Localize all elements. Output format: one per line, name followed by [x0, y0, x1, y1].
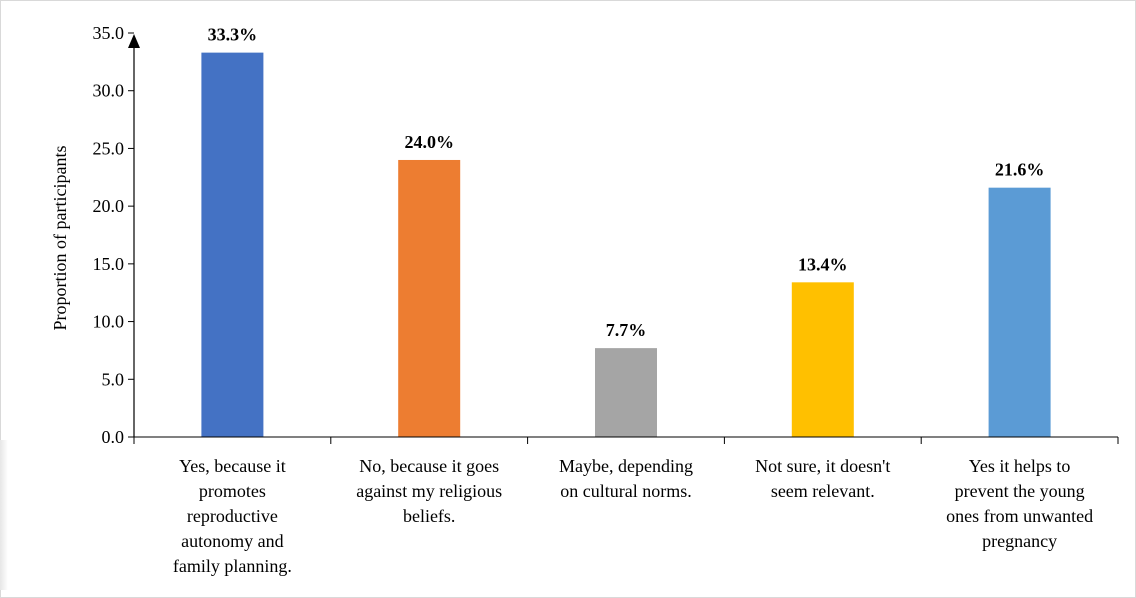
bar [988, 187, 1051, 437]
bar-data-label: 33.3% [208, 25, 258, 45]
bar-data-label: 7.7% [606, 320, 647, 340]
category-label: No, because it goes against my religious b… [356, 456, 502, 526]
y-tick-label: 35.0 [93, 23, 125, 43]
left-edge-shade [0, 440, 8, 590]
category-labels: Yes, because it promotes reproductive auton… [173, 456, 1093, 576]
y-tick-label: 20.0 [93, 196, 125, 216]
y-axis-title: Proportion of participants [50, 146, 70, 331]
category-label: Not sure, it doesn't seem relevant. [755, 456, 890, 501]
y-tick-label: 15.0 [93, 254, 125, 274]
category-label: Yes it helps to prevent the young ones fro… [946, 456, 1093, 551]
bar [398, 159, 461, 437]
bar-data-label: 13.4% [798, 254, 848, 274]
bar [595, 348, 657, 437]
y-tick-label: 0.0 [102, 427, 125, 447]
data-labels: 33.3% 24.0% 7.7% 13.4% 21.6% [208, 25, 1045, 340]
y-axis-ticks: 0.0 5.0 10.0 15.0 20.0 25.0 30.0 35.0 [93, 23, 134, 447]
axes [128, 34, 1119, 444]
y-tick-label: 10.0 [93, 312, 125, 332]
bars [201, 52, 1051, 437]
category-label: Yes, because it promotes reproductive auton… [173, 456, 292, 576]
bar-data-label: 24.0% [404, 132, 454, 152]
y-tick-label: 5.0 [102, 369, 125, 389]
bar [791, 282, 854, 437]
y-tick-label: 25.0 [93, 138, 125, 158]
bar-data-label: 21.6% [995, 160, 1045, 180]
y-axis-arrowhead [128, 34, 140, 48]
y-tick-label: 30.0 [93, 81, 125, 101]
bar [201, 52, 264, 437]
category-label: Maybe, depending on cultural norms. [559, 456, 693, 501]
